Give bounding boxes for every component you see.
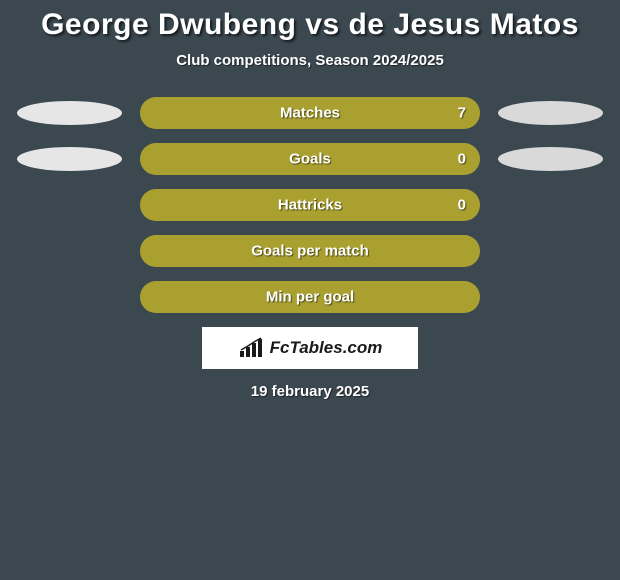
stat-bar: Goals per match [140,235,480,267]
stat-label: Goals per match [251,243,369,260]
player-right-spacer [498,239,603,263]
stat-label: Min per goal [266,289,354,306]
stat-row: Goals 0 [0,143,620,175]
bars-icon [238,337,266,359]
player-left-spacer [17,239,122,263]
date-label: 19 february 2025 [0,383,620,400]
player-left-spacer [17,193,122,217]
stat-bar: Goals 0 [140,143,480,175]
logo-text: FcTables.com [270,338,383,358]
stat-row: Goals per match [0,235,620,267]
player-right-marker [498,101,603,125]
stat-bar: Matches 7 [140,97,480,129]
player-left-marker [17,147,122,171]
stat-value: 7 [458,105,466,122]
stat-label: Matches [280,105,340,122]
stat-row: Matches 7 [0,97,620,129]
player-left-marker [17,101,122,125]
player-right-marker [498,147,603,171]
player-right-spacer [498,193,603,217]
stat-value: 0 [458,197,466,214]
stat-rows: Matches 7 Goals 0 Hattricks 0 Goals per match M… [0,97,620,313]
logo-badge: FcTables.com [202,327,418,369]
comparison-card: George Dwubeng vs de Jesus Matos Club co… [0,0,620,400]
stat-bar: Hattricks 0 [140,189,480,221]
stat-label: Goals [289,151,331,168]
player-left-spacer [17,285,122,309]
stat-value: 0 [458,151,466,168]
stat-row: Hattricks 0 [0,189,620,221]
stat-label: Hattricks [278,197,342,214]
stat-bar: Min per goal [140,281,480,313]
page-title: George Dwubeng vs de Jesus Matos [0,8,620,42]
logo-inner: FcTables.com [238,337,383,359]
player-right-spacer [498,285,603,309]
stat-row: Min per goal [0,281,620,313]
page-subtitle: Club competitions, Season 2024/2025 [0,52,620,69]
